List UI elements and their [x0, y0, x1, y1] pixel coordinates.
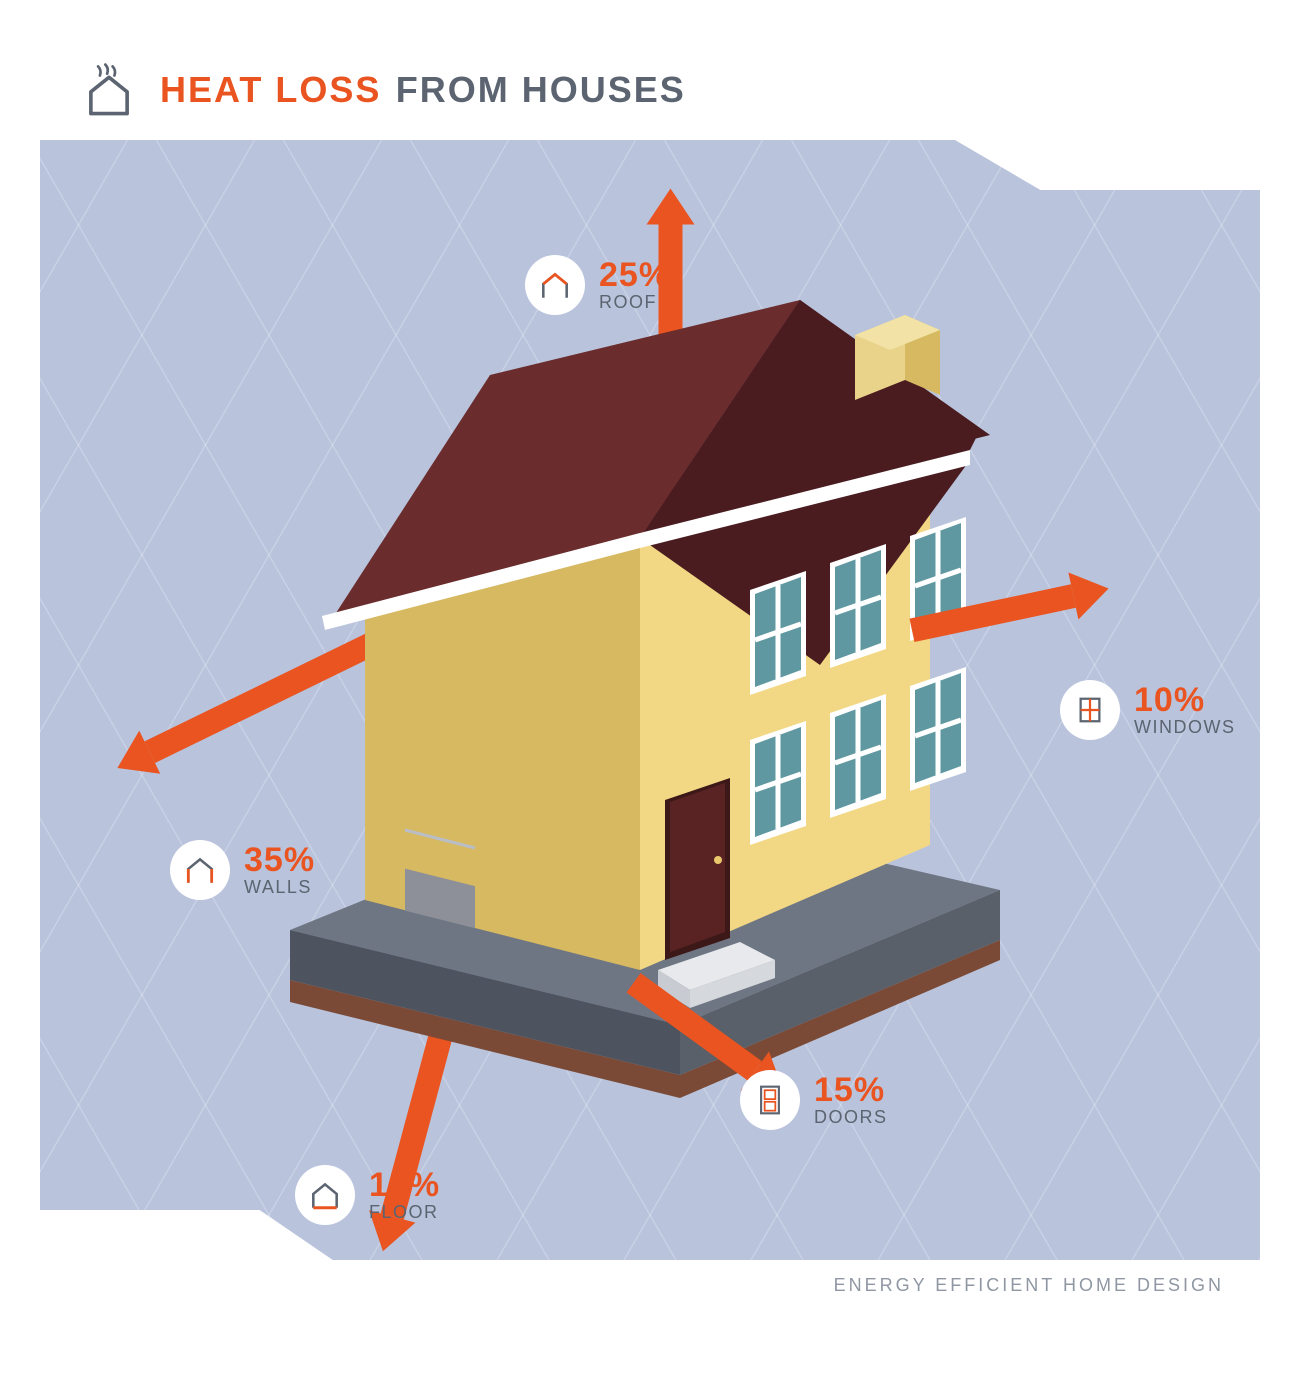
roof-label: ROOF [599, 293, 670, 312]
page-title: HEAT LOSS FROM HOUSES [160, 69, 686, 111]
house-icon [295, 1165, 355, 1225]
windows-pct: 10% [1134, 683, 1235, 719]
floor-pct: 15% [369, 1168, 440, 1204]
title-main: HEAT LOSS [160, 69, 381, 110]
house-icon [525, 255, 585, 315]
house-heat-icon [80, 61, 138, 119]
infographic-canvas: HEAT LOSS FROM HOUSES [40, 40, 1260, 1350]
doors-pct: 15% [814, 1073, 888, 1109]
doors-label: DOORS [814, 1108, 888, 1127]
floor-label: FLOOR [369, 1203, 440, 1222]
footer-text: ENERGY EFFICIENT HOME DESIGN [834, 1275, 1224, 1296]
walls-label: WALLS [244, 878, 315, 897]
datapoint-roof: 25% ROOF [525, 255, 670, 315]
title-sub: FROM HOUSES [396, 69, 686, 110]
datapoint-floor: 15% FLOOR [295, 1165, 440, 1225]
datapoint-doors: 15% DOORS [740, 1070, 888, 1130]
datapoint-walls: 35% WALLS [170, 840, 315, 900]
header-bar: HEAT LOSS FROM HOUSES [40, 40, 1260, 140]
door-icon [740, 1070, 800, 1130]
house-icon [170, 840, 230, 900]
datapoint-windows: 10% WINDOWS [1060, 680, 1235, 740]
walls-pct: 35% [244, 843, 315, 879]
window-icon [1060, 680, 1120, 740]
windows-label: WINDOWS [1134, 718, 1235, 737]
footer-bar: ENERGY EFFICIENT HOME DESIGN [280, 1260, 1260, 1310]
roof-pct: 25% [599, 258, 670, 294]
